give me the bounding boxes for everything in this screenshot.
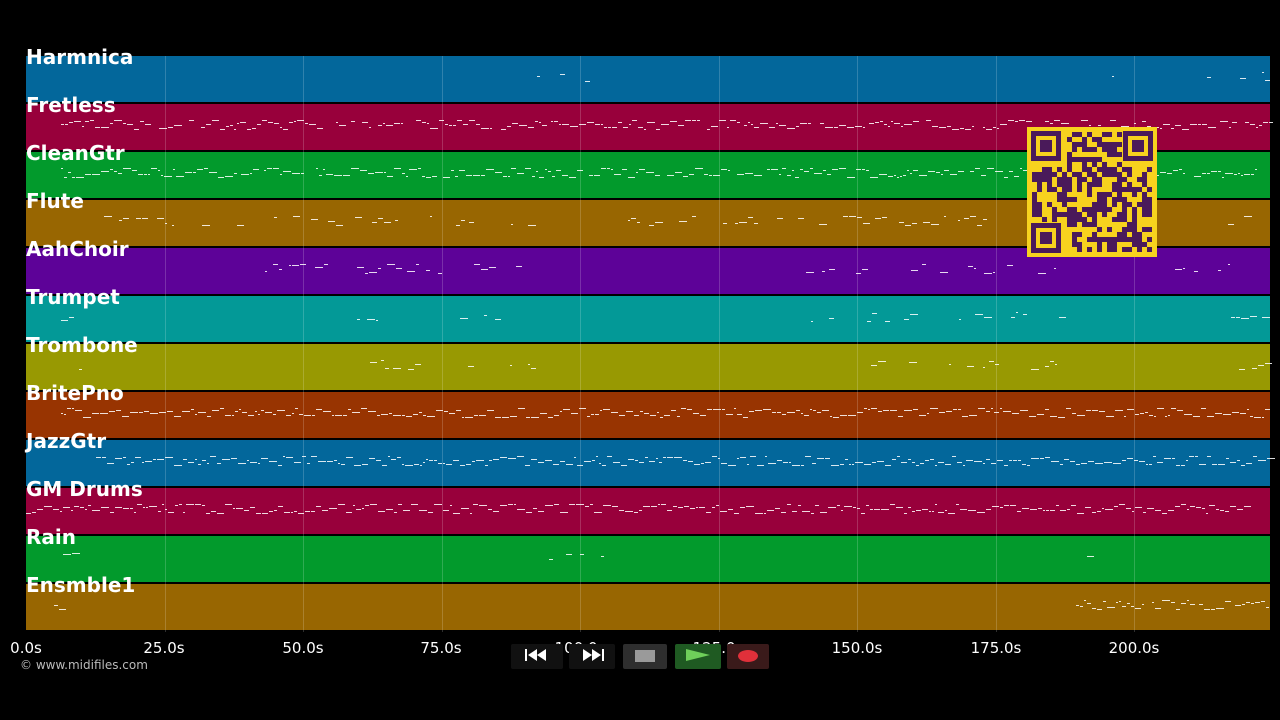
track-label-jazzgtr: JazzGtr [26,429,107,453]
track-label-flute: Flute [26,189,84,213]
track-lane [26,488,1270,535]
play-icon [685,647,711,666]
track-label-trumpet: Trumpet [26,285,120,309]
time-tick-label: 200.0s [1108,639,1160,657]
stop-button[interactable] [623,644,667,669]
track-lane [26,536,1270,583]
qr-code-icon [1027,127,1157,257]
track-lane [26,56,1270,103]
track-lane [26,296,1270,343]
track-label-harmnica: Harmnica [26,45,134,69]
track-label-aahchoir: AahChoir [26,237,129,261]
track-label-trombone: Trombone [26,333,138,357]
track-lane [26,392,1270,439]
track-label-gm-drums: GM Drums [26,477,143,501]
record-button[interactable] [727,644,769,669]
rewind-button[interactable] [511,644,563,669]
track-lane [26,440,1270,487]
copyright-text: © www.midifiles.com [20,658,148,672]
track-label-ensmble1: Ensmble1 [26,573,136,597]
track-lane [26,344,1270,391]
track-label-britepno: BritePno [26,381,124,405]
fast-forward-button[interactable] [569,644,615,669]
transport-controls [511,644,769,669]
rewind-icon [524,647,550,666]
track-label-cleangtr: CleanGtr [26,141,125,165]
time-tick-label: 0.0s [10,639,42,657]
time-tick-label: 50.0s [282,639,324,657]
play-button[interactable] [675,644,721,669]
time-tick-label: 175.0s [970,639,1022,657]
stop-icon [635,647,655,666]
track-label-fretless: Fretless [26,93,116,117]
track-lane [26,584,1270,631]
record-icon [738,647,758,666]
time-tick-label: 150.0s [831,639,883,657]
fast-forward-icon [579,647,605,666]
time-tick-label: 25.0s [143,639,185,657]
time-tick-label: 75.0s [420,639,462,657]
track-label-rain: Rain [26,525,76,549]
